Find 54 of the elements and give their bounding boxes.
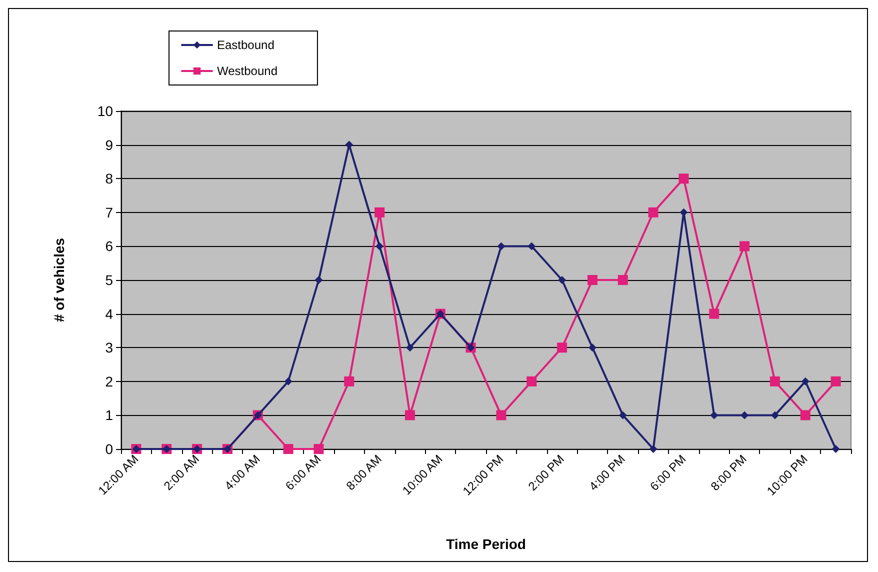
point (680, 208, 688, 216)
point (588, 344, 596, 352)
point (283, 444, 294, 454)
y-tick-label: 8 (105, 170, 114, 187)
point (557, 342, 568, 353)
point (496, 410, 506, 420)
x-tick-label: 4:00 AM (222, 452, 263, 494)
y-tick-label: 7 (105, 204, 114, 220)
point (374, 207, 385, 218)
point (376, 242, 384, 250)
y-tick-label: 3 (105, 340, 114, 356)
point (406, 344, 414, 352)
point (314, 276, 323, 284)
y-axis-title: # of vehicles (51, 238, 67, 322)
point (314, 444, 324, 454)
point (832, 445, 840, 453)
x-axis-title: Time Period (446, 536, 526, 552)
point (587, 275, 598, 285)
y-tick-label: 6 (105, 238, 114, 254)
x-tick-label: 8:00 PM (708, 452, 750, 494)
point (404, 410, 415, 420)
x-tick-label: 6:00 PM (647, 452, 689, 494)
point (497, 242, 506, 250)
y-tick-label: 1 (105, 407, 114, 424)
point (801, 377, 810, 386)
point (618, 275, 628, 285)
point (558, 276, 566, 284)
point (830, 376, 841, 386)
point (770, 376, 780, 386)
y-tick-label: 0 (105, 441, 114, 457)
point (528, 242, 536, 250)
x-tick-label: 6:00 AM (282, 452, 324, 494)
point (649, 445, 658, 453)
x-tick-label: 8:00 AM (343, 452, 384, 494)
point (284, 377, 292, 386)
point (740, 241, 750, 252)
point (526, 376, 537, 386)
y-tick-label: 9 (105, 136, 114, 153)
point (770, 411, 779, 420)
x-tick-label: 4:00 PM (586, 452, 628, 494)
y-tick-label: 5 (105, 272, 114, 288)
point (709, 308, 720, 319)
y-tick-label: 2 (105, 373, 114, 390)
y-tick-label: 10 (97, 103, 114, 119)
y-tick-label: 4 (105, 306, 114, 322)
point (740, 411, 749, 420)
point (618, 411, 627, 420)
point (648, 207, 658, 218)
point (710, 411, 718, 420)
point (678, 174, 689, 184)
legend-label: Westbound (217, 64, 278, 78)
point (800, 410, 810, 420)
legend-label: Eastbound (217, 38, 274, 52)
point (344, 376, 354, 386)
